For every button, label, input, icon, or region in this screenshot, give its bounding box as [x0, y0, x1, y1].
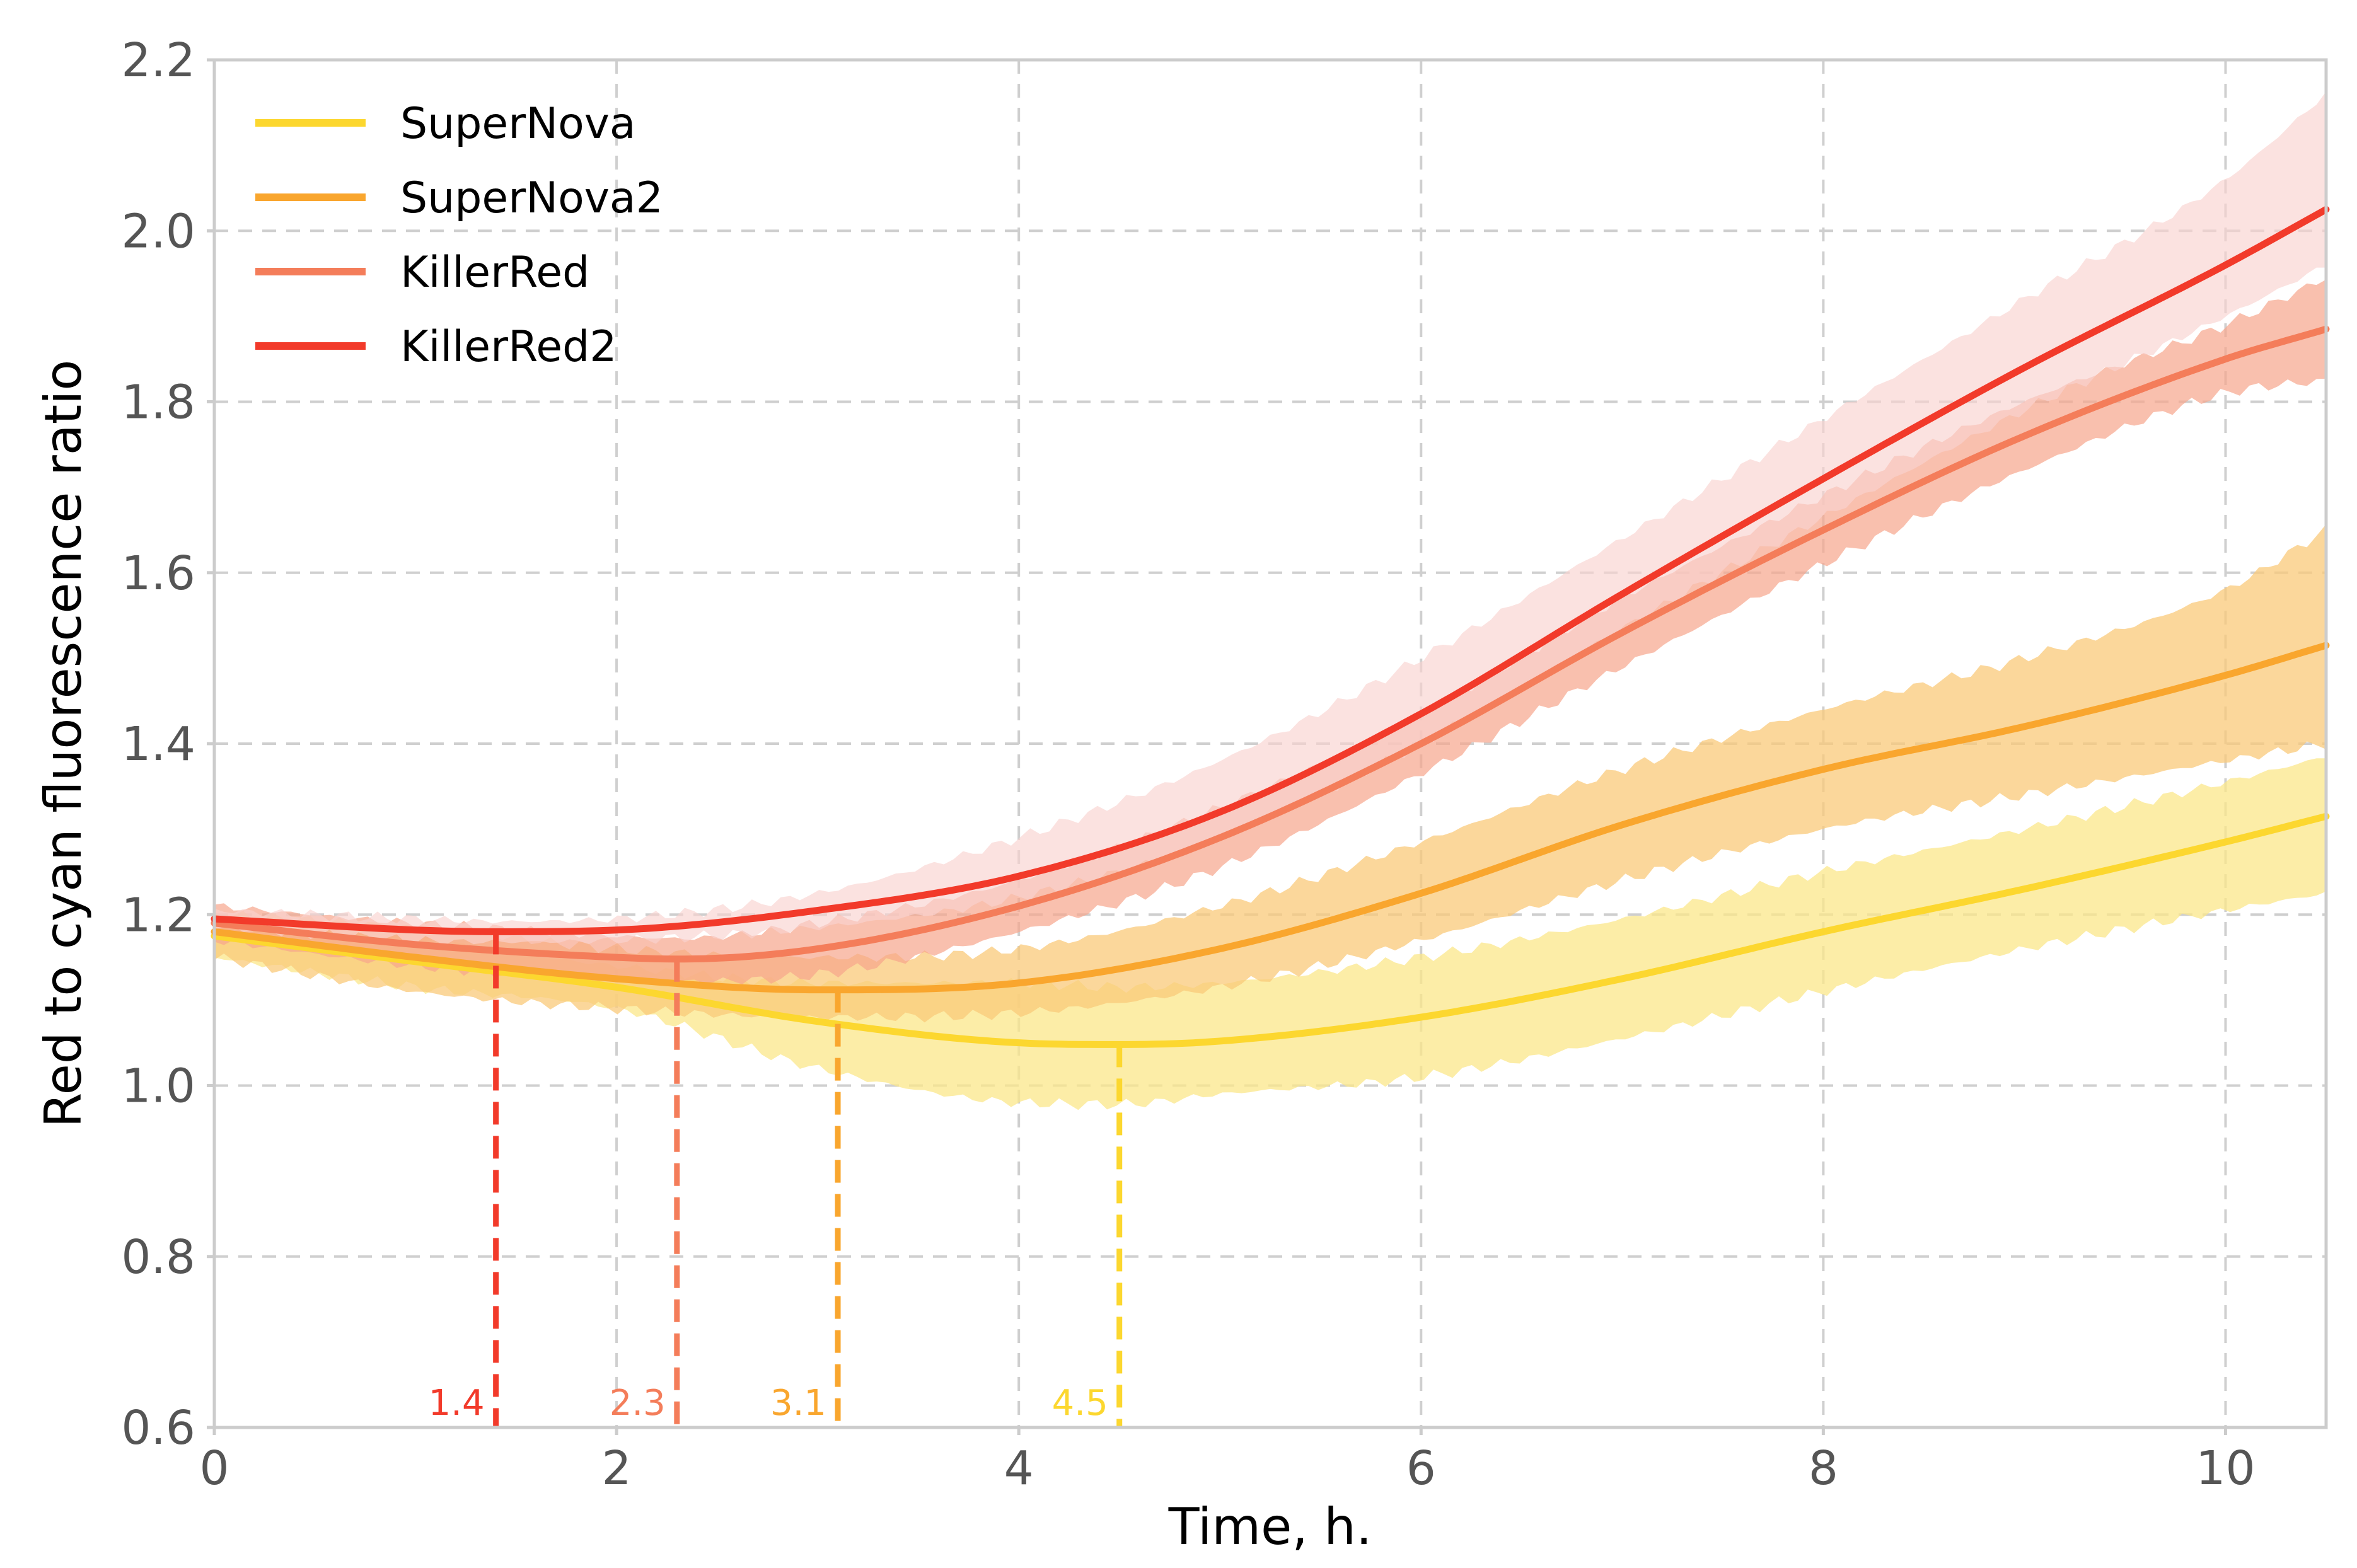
y-tick-label: 2.2	[121, 33, 195, 88]
y-tick-label: 2.0	[121, 204, 195, 258]
y-tick-label: 1.2	[121, 888, 195, 942]
minimum-markers: 4.5 3.1 2.3 1.4	[429, 931, 1123, 1427]
legend-label-killerred2: KillerRed2	[400, 322, 617, 372]
x-tick-label: 6	[1406, 1441, 1436, 1496]
line-killerred2	[211, 205, 2330, 935]
min-label-killerred2: 1.4	[429, 1383, 485, 1424]
band-killerred	[214, 279, 2326, 984]
legend-label-supernova2: SuperNova2	[400, 173, 663, 223]
min-label-killerred: 2.3	[610, 1383, 666, 1424]
axes: 0.6 0.8 1.0 1.2 1.4 1.6 1.8 2.0 2.2 0 2 4 6 8 10	[121, 33, 2255, 1496]
legend-label-supernova: SuperNova	[400, 99, 636, 149]
y-tick-label: 1.4	[121, 717, 195, 771]
band-killerred2	[214, 91, 2326, 946]
y-tick-label: 1.6	[121, 546, 195, 601]
band-supernova2	[214, 524, 2326, 1023]
legend: SuperNova SuperNova2 KillerRed KillerRed2	[255, 99, 663, 372]
x-tick-label: 4	[1004, 1441, 1034, 1496]
x-axis-title: Time, h.	[1168, 1497, 1372, 1556]
y-tick-label: 1.0	[121, 1059, 195, 1114]
line-supernova2	[211, 642, 2330, 994]
x-tick-label: 2	[602, 1441, 632, 1496]
x-tick-label: 0	[199, 1441, 229, 1496]
min-label-supernova: 4.5	[1052, 1383, 1108, 1424]
y-tick-label: 0.8	[121, 1230, 195, 1284]
min-label-supernova2: 3.1	[770, 1383, 826, 1424]
y-tick-label: 0.6	[121, 1401, 195, 1455]
line-killerred	[211, 325, 2330, 963]
y-tick-label: 1.8	[121, 376, 195, 430]
x-tick-label: 8	[1809, 1441, 1838, 1496]
band-supernova	[214, 758, 2326, 1110]
series-lines	[211, 205, 2330, 1048]
x-tick-label: 10	[2196, 1441, 2255, 1496]
line-supernova	[211, 812, 2330, 1048]
confidence-bands	[214, 91, 2326, 1110]
y-axis-title: Red to cyan fluorescence ratio	[34, 360, 93, 1128]
legend-label-killerred: KillerRed	[400, 248, 589, 297]
